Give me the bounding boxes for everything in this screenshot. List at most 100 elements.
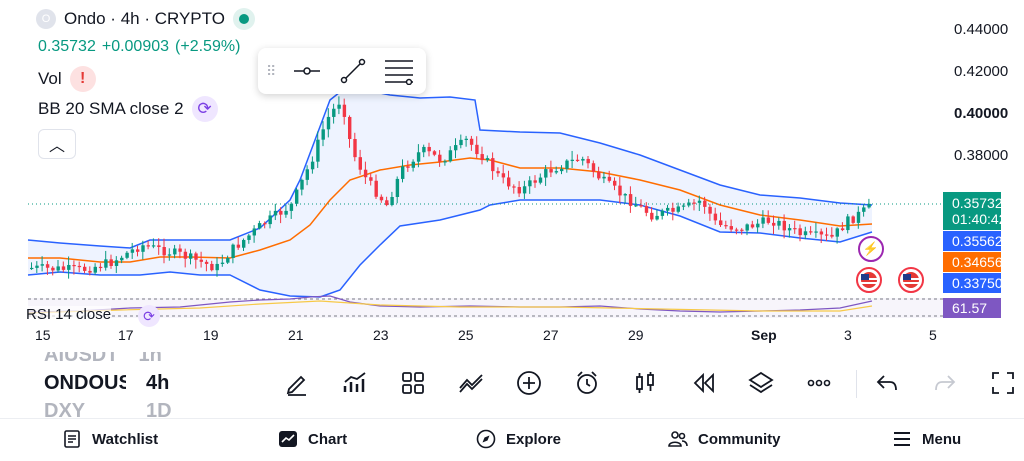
candle-body xyxy=(151,245,156,247)
trend-line-tool[interactable] xyxy=(334,54,372,88)
bb-basis-line xyxy=(28,157,873,263)
candle-body xyxy=(300,179,304,190)
time-axis-label: 19 xyxy=(203,327,219,343)
candle-body xyxy=(162,247,166,256)
candle-body xyxy=(358,157,362,170)
symbol-option[interactable]: DXY 1D xyxy=(44,400,180,418)
candle-body xyxy=(618,185,622,196)
bb-legend[interactable]: BB 20 SMA close 2 ⟳ xyxy=(38,96,218,122)
candle-body xyxy=(639,205,643,207)
candle-body xyxy=(337,104,341,109)
price-chart[interactable] xyxy=(0,0,1024,352)
undo-icon[interactable] xyxy=(872,368,902,398)
price-axis-label: 0.44000 xyxy=(954,21,1009,38)
time-axis-label: 27 xyxy=(543,327,559,343)
candle-body xyxy=(321,129,325,140)
time-axis-label: 25 xyxy=(458,327,474,343)
rsi-legend-label[interactable]: RSI 14 close xyxy=(26,306,112,323)
replay-icon[interactable] xyxy=(688,368,718,398)
nav-chart[interactable]: Chart xyxy=(278,429,347,449)
time-axis-label: 17 xyxy=(118,327,134,343)
candle-body xyxy=(342,104,347,117)
last-price-tag: 0.35732 01:40:42 xyxy=(943,192,1007,230)
candle-body xyxy=(480,154,484,161)
drag-handle-icon[interactable]: ⠿ xyxy=(266,62,276,79)
rsi-refresh-icon[interactable]: ⟳ xyxy=(138,305,160,327)
symbol-option-selected[interactable]: ONDOUSDT 4h xyxy=(44,372,180,395)
candle-body xyxy=(178,248,182,252)
fib-tool[interactable] xyxy=(380,54,418,88)
candle-body xyxy=(395,178,400,197)
nav-watchlist[interactable]: Watchlist xyxy=(62,429,158,449)
candle-body xyxy=(825,234,829,236)
chart-area[interactable]: O Ondo · 4h · CRYPTO 0.35732 +0.00903 (+… xyxy=(0,0,1024,352)
layouts-icon[interactable] xyxy=(398,368,428,398)
bb-upper-line xyxy=(27,87,873,249)
candle-body xyxy=(263,223,267,225)
collapse-legend-button[interactable]: ︿ xyxy=(38,129,76,159)
fullscreen-icon[interactable] xyxy=(988,368,1018,398)
price-summary: 0.35732 +0.00903 (+2.59%) xyxy=(38,38,240,56)
us-flag-event-icon[interactable] xyxy=(856,267,882,293)
compare-icon[interactable] xyxy=(456,368,486,398)
draw-pen-icon[interactable] xyxy=(282,368,312,398)
refresh-icon[interactable]: ⟳ xyxy=(191,96,218,122)
candle-body xyxy=(427,146,431,152)
candle-body xyxy=(204,261,209,264)
more-icon[interactable] xyxy=(804,368,834,398)
candle-body xyxy=(676,206,680,212)
symbol-name: ONDOUSDT xyxy=(44,372,126,394)
candle-body xyxy=(109,259,113,266)
us-flag-icon xyxy=(903,272,919,288)
candle-body xyxy=(51,267,55,271)
candle-body xyxy=(114,260,119,266)
price-axis-label: 0.40000 xyxy=(954,105,1009,122)
volume-error-icon[interactable]: ! xyxy=(69,66,96,92)
fib-lines-icon xyxy=(385,60,413,85)
candle-body xyxy=(443,161,447,163)
candle-body xyxy=(660,210,665,216)
rsi-value-tag: 61.57 xyxy=(943,298,1001,318)
candle-body xyxy=(173,248,177,255)
volume-legend[interactable]: Vol ! xyxy=(38,66,96,92)
candle-body xyxy=(697,200,702,203)
symbol-option[interactable]: AIUSDT 1h xyxy=(44,352,180,367)
market-status-icon[interactable] xyxy=(232,8,255,30)
candle-body xyxy=(469,138,474,145)
candle-style-icon[interactable] xyxy=(630,368,660,398)
candle-body xyxy=(734,229,739,231)
candle-body xyxy=(687,202,691,206)
candle-body xyxy=(257,223,262,229)
candle-body xyxy=(215,263,219,271)
candle-body xyxy=(130,249,135,253)
nav-explore[interactable]: Explore xyxy=(476,429,561,449)
candle-body xyxy=(67,264,71,270)
candle-body xyxy=(220,262,225,264)
horizontal-line-tool[interactable] xyxy=(288,54,326,88)
nav-community[interactable]: Community xyxy=(668,429,781,449)
symbol-scroll-picker[interactable]: AIUSDT 1h ONDOUSDT 4h DXY 1D xyxy=(40,352,180,418)
indicators-icon[interactable] xyxy=(340,368,370,398)
us-flag-event-icon[interactable] xyxy=(898,267,924,293)
candle-body xyxy=(438,154,442,162)
candle-body xyxy=(761,217,765,224)
candle-body xyxy=(295,189,299,204)
nav-menu[interactable]: Menu xyxy=(892,429,961,449)
candle-body xyxy=(766,217,771,223)
add-icon[interactable] xyxy=(514,368,544,398)
alert-clock-icon[interactable] xyxy=(572,368,602,398)
candle-body xyxy=(507,177,511,187)
symbol-legend[interactable]: O Ondo · 4h · CRYPTO xyxy=(36,8,255,30)
symbol-name: DXY xyxy=(44,400,86,418)
candle-body xyxy=(798,228,802,236)
candle-body xyxy=(549,169,553,173)
drawing-toolbar[interactable]: ⠿ xyxy=(258,48,426,94)
candle-body xyxy=(671,207,675,212)
candle-body xyxy=(98,266,103,269)
candle-body xyxy=(316,139,320,162)
lightning-event-icon[interactable]: ⚡ xyxy=(858,236,884,262)
layers-icon[interactable] xyxy=(746,368,776,398)
bar-countdown: 01:40:42 xyxy=(952,211,1007,227)
candle-body xyxy=(586,158,590,164)
redo-icon[interactable] xyxy=(930,368,960,398)
